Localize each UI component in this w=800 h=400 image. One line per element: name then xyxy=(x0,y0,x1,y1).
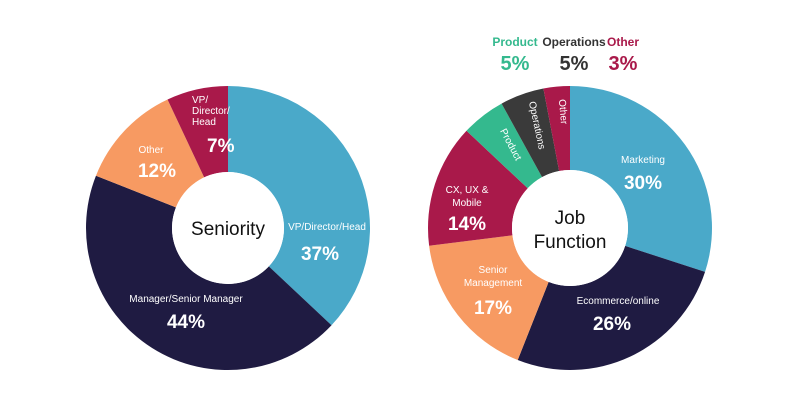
legend-other-value: 3% xyxy=(609,53,638,75)
job-function-center-hole xyxy=(512,170,628,286)
seniority-other-label: Other xyxy=(138,145,164,156)
legend-product-value: 5% xyxy=(501,53,530,75)
job-function-ecommerce-online-value: 26% xyxy=(593,314,631,335)
job-function-senior-management-label: Senior Management xyxy=(464,265,523,289)
seniority-manager-senior-manager-label: Manager/Senior Manager xyxy=(129,294,243,305)
job-function-slice-operations xyxy=(501,88,560,178)
job-function-ecommerce-online-label: Ecommerce/online xyxy=(577,296,660,307)
seniority-center-title: Seniority xyxy=(191,219,265,240)
job-function-slice-product xyxy=(466,103,543,189)
seniority-slice-manager-senior-manager xyxy=(85,175,332,370)
legend-operations-value: 5% xyxy=(560,53,589,75)
job-function-cx-ux-mobile-label: CX, UX & Mobile xyxy=(446,185,489,209)
seniority-center-hole xyxy=(172,172,284,284)
seniority-vp-director-head-value: 37% xyxy=(301,244,339,265)
job-function-marketing-value: 30% xyxy=(624,173,662,194)
seniority-vp-director-head-label: VP/Director/Head xyxy=(192,95,230,128)
job-function-slice-other xyxy=(543,86,570,172)
job-function-slice-ecommerce-online xyxy=(517,245,706,370)
job-function-other-label: Other xyxy=(556,99,569,126)
seniority-slice-other xyxy=(95,99,205,208)
job-function-center-title: Job Function xyxy=(534,208,607,253)
seniority-other-value: 12% xyxy=(138,161,176,182)
job-function-slice-cx-ux-mobile xyxy=(428,130,528,246)
job-function-slice-senior-management xyxy=(429,235,549,361)
seniority-vp-director-head-label: VP/Director/Head xyxy=(288,222,366,233)
job-function-cx-ux-mobile-value: 14% xyxy=(448,214,486,235)
seniority-slice-vp-director-head xyxy=(228,86,370,326)
seniority-vp-director-head-value: 7% xyxy=(207,136,235,157)
job-function-slice-marketing xyxy=(570,86,713,272)
job-function-marketing-label: Marketing xyxy=(621,155,665,166)
job-function-senior-management-value: 17% xyxy=(474,298,512,319)
seniority-slice-vp-director-head xyxy=(167,86,228,178)
legend-operations-label: Operations xyxy=(542,35,606,49)
seniority-manager-senior-manager-value: 44% xyxy=(167,312,205,333)
legend-other-label: Other xyxy=(607,35,639,49)
legend-product-label: Product xyxy=(492,35,537,49)
